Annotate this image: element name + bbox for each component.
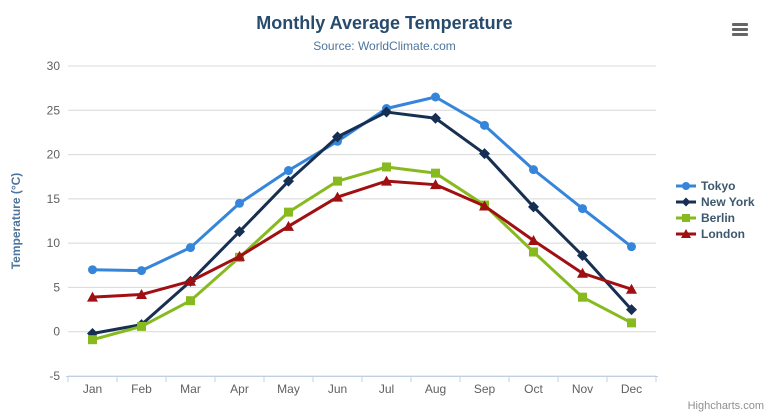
series-tokyo-marker[interactable]: [137, 266, 146, 276]
series-new-york-marker[interactable]: [528, 201, 539, 213]
series-london-marker[interactable]: [528, 234, 539, 245]
series-london-marker[interactable]: [234, 250, 245, 261]
series-berlin-marker[interactable]: [88, 335, 97, 345]
series-new-york-marker[interactable]: [479, 148, 490, 160]
series-tokyo-marker[interactable]: [578, 204, 587, 214]
series-tokyo-marker[interactable]: [529, 165, 538, 175]
series-berlin-line[interactable]: [91, 165, 633, 342]
legend-item-london[interactable]: London: [676, 226, 755, 242]
x-axis-tick-label: Jul: [379, 382, 394, 396]
x-axis-tick-label: Jan: [83, 382, 102, 396]
export-menu-button[interactable]: [729, 19, 751, 39]
legend-item-label: New York: [701, 195, 755, 209]
legend-item-label: Berlin: [701, 211, 736, 225]
x-axis-tick-label: Jun: [328, 382, 347, 396]
legend: Tokyo New York Berlin London: [676, 178, 755, 242]
series-london-marker[interactable]: [626, 283, 637, 294]
x-axis-tick-label: Nov: [572, 382, 593, 396]
legend-square-icon: [676, 214, 696, 222]
series-london-marker[interactable]: [185, 275, 196, 286]
y-axis-title: Temperature (°C): [9, 172, 23, 270]
series-new-york-marker[interactable]: [332, 131, 343, 143]
series-tokyo-marker[interactable]: [88, 265, 97, 275]
legend-circle-icon: [676, 182, 696, 190]
y-axis-tick-label: 5: [53, 280, 60, 294]
series-london-marker[interactable]: [430, 179, 441, 190]
series-berlin-marker[interactable]: [529, 247, 538, 257]
series-london-marker[interactable]: [479, 200, 490, 211]
series-tokyo-marker[interactable]: [284, 166, 293, 176]
series-tokyo-marker[interactable]: [186, 243, 195, 253]
legend-item-label: Tokyo: [701, 179, 736, 193]
series-new-york-marker[interactable]: [283, 175, 294, 187]
series-tokyo-marker[interactable]: [480, 120, 489, 130]
series-berlin-marker[interactable]: [431, 168, 440, 178]
x-axis-tick-label: Sep: [474, 382, 496, 396]
x-axis-tick-label: Oct: [524, 382, 543, 396]
legend-item-tokyo[interactable]: Tokyo: [676, 178, 755, 194]
series-berlin-marker[interactable]: [186, 296, 195, 306]
series-berlin-marker[interactable]: [578, 292, 587, 302]
series-london-marker[interactable]: [283, 220, 294, 231]
series-berlin-marker[interactable]: [333, 176, 342, 186]
series-berlin-marker[interactable]: [382, 162, 391, 172]
legend-triangle-icon: [676, 229, 696, 238]
y-axis-tick-label: 15: [47, 192, 61, 206]
x-axis-tick-label: Mar: [180, 382, 201, 396]
y-axis-tick-label: 0: [53, 325, 60, 339]
legend-item-label: London: [701, 227, 745, 241]
series-london-marker[interactable]: [87, 291, 98, 302]
series-tokyo-marker[interactable]: [431, 92, 440, 102]
series-new-york-marker[interactable]: [381, 106, 392, 118]
series-london-marker[interactable]: [332, 191, 343, 202]
series-new-york-marker[interactable]: [626, 304, 637, 316]
series-london-marker[interactable]: [381, 175, 392, 186]
series-london-line[interactable]: [91, 179, 633, 299]
legend-item-berlin[interactable]: Berlin: [676, 210, 755, 226]
hamburger-menu-icon: [732, 32, 748, 36]
x-axis-tick-label: Feb: [131, 382, 152, 396]
series-london-marker[interactable]: [577, 267, 588, 278]
series-berlin-marker[interactable]: [137, 321, 146, 331]
hamburger-menu-icon: [732, 27, 748, 31]
series-new-york-marker[interactable]: [577, 250, 588, 262]
legend-item-new-york[interactable]: New York: [676, 194, 755, 210]
series-tokyo-marker[interactable]: [627, 242, 636, 252]
legend-diamond-icon: [676, 197, 696, 207]
y-axis-tick-label: 30: [47, 59, 61, 73]
x-axis-tick-label: May: [277, 382, 300, 396]
series-new-york-line[interactable]: [91, 110, 633, 335]
series-tokyo-marker[interactable]: [235, 198, 244, 208]
y-axis-tick-label: -5: [49, 369, 60, 383]
hamburger-menu-icon: [732, 22, 748, 26]
series-berlin-marker[interactable]: [627, 318, 636, 328]
series-new-york-marker[interactable]: [234, 226, 245, 238]
x-axis-tick-label: Apr: [230, 382, 249, 396]
chart-subtitle: Source: WorldClimate.com: [313, 39, 456, 53]
x-axis-tick-label: Aug: [425, 382, 446, 396]
y-axis-tick-label: 20: [47, 148, 61, 162]
chart-title: Monthly Average Temperature: [256, 13, 513, 33]
x-axis-tick-label: Dec: [621, 382, 642, 396]
series-berlin-marker[interactable]: [284, 207, 293, 217]
y-axis-tick-label: 10: [47, 236, 61, 250]
series-new-york-marker[interactable]: [430, 112, 441, 124]
highcharts-credit-link[interactable]: Highcharts.com: [687, 400, 764, 412]
y-axis-tick-label: 25: [47, 103, 61, 117]
series-london-marker[interactable]: [136, 289, 147, 300]
